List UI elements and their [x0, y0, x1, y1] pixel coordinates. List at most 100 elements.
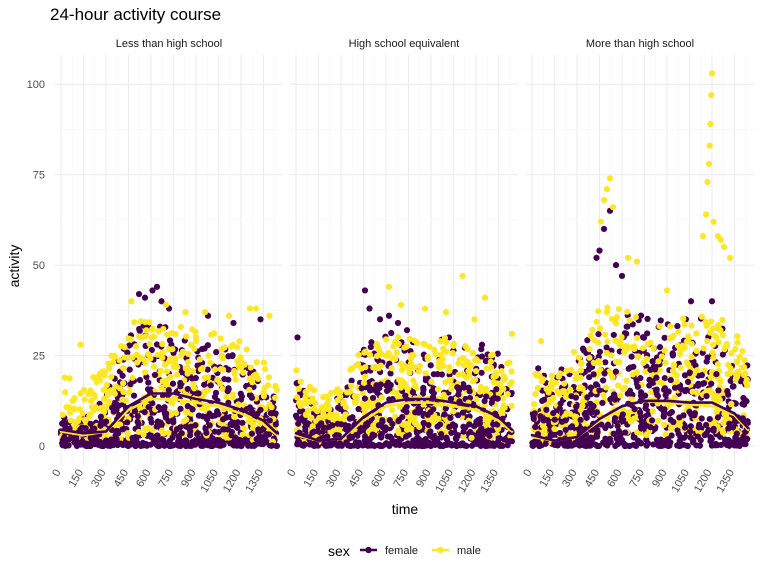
female-point: [404, 440, 412, 447]
female-point: [611, 415, 619, 422]
male-point: [163, 368, 171, 375]
male-point: [207, 359, 214, 366]
female-point: [248, 430, 256, 437]
female-point: [687, 423, 694, 430]
female-point: [537, 413, 544, 420]
male-point: [669, 367, 677, 375]
male-point: [297, 402, 304, 410]
female-point: [631, 406, 638, 413]
male-point: [302, 388, 309, 396]
female-point: [656, 344, 664, 351]
female-point: [234, 441, 241, 448]
male-point: [132, 343, 140, 350]
male-point: [623, 377, 630, 384]
female-point: [600, 377, 607, 384]
female-point: [145, 379, 152, 386]
male-point: [81, 396, 88, 403]
male-point: [131, 319, 138, 326]
female-point: [309, 429, 316, 436]
female-point: [562, 417, 569, 424]
male-point: [553, 388, 561, 395]
female-point: [412, 409, 419, 416]
female-point: [154, 432, 161, 439]
female-point: [651, 366, 659, 373]
male-point: [111, 352, 118, 359]
x-tick-label: 1050: [669, 468, 692, 495]
female-point: [119, 426, 126, 433]
female-point: [642, 405, 649, 412]
female-point: [676, 414, 683, 421]
male-point: [647, 339, 654, 346]
male-point: [719, 316, 726, 324]
male-point: [710, 395, 718, 402]
male-point: [223, 393, 230, 400]
female-point: [338, 421, 345, 428]
x-tick-label: 1200: [221, 468, 244, 495]
male-point: [128, 298, 135, 305]
x-axis-title: time: [392, 501, 419, 517]
male-point: [736, 353, 743, 361]
male-point: [719, 331, 727, 339]
male-point: [395, 429, 402, 437]
male-point: [142, 359, 149, 367]
male-point: [733, 358, 740, 365]
female-point: [361, 287, 369, 294]
female-point: [434, 371, 441, 378]
female-point: [165, 418, 172, 425]
female-point: [647, 366, 654, 373]
male-point: [191, 345, 198, 352]
male-point: [710, 354, 717, 362]
male-point: [508, 402, 515, 409]
male-point: [446, 364, 453, 371]
male-point: [143, 327, 150, 334]
male-point: [694, 390, 701, 397]
female-point: [669, 351, 676, 358]
male-point: [218, 346, 225, 353]
female-point: [234, 419, 241, 426]
female-point: [617, 432, 624, 439]
male-point: [136, 333, 143, 340]
female-point: [153, 283, 161, 290]
male-point: [603, 309, 611, 316]
female-point: [379, 417, 386, 424]
female-point: [686, 408, 693, 415]
male-point: [704, 178, 711, 185]
male-point: [101, 396, 108, 403]
male-point: [732, 376, 739, 383]
male-point: [261, 365, 269, 373]
female-point: [610, 430, 617, 437]
male-point: [141, 369, 149, 376]
male-point: [389, 406, 396, 414]
male-point: [488, 352, 495, 359]
female-point: [557, 400, 564, 407]
facet-strip-label: High school equivalent: [349, 38, 460, 50]
female-point: [732, 400, 739, 407]
male-point: [708, 70, 716, 77]
male-point: [219, 385, 226, 393]
female-point: [722, 436, 729, 443]
male-point: [393, 349, 400, 356]
female-point: [584, 337, 591, 344]
male-point: [310, 405, 318, 412]
male-point: [706, 329, 714, 336]
male-point: [273, 386, 281, 394]
female-point: [674, 323, 681, 330]
male-point: [720, 419, 727, 427]
female-point: [661, 334, 668, 341]
legend-title: sex: [328, 543, 350, 559]
male-point: [437, 338, 444, 345]
female-point: [216, 442, 223, 449]
male-point: [654, 417, 662, 424]
male-point: [249, 421, 257, 428]
female-point: [366, 387, 374, 394]
male-point: [388, 365, 395, 372]
female-point: [661, 385, 669, 392]
male-point: [295, 385, 302, 392]
male-point: [116, 357, 123, 364]
male-point: [416, 423, 423, 430]
female-point: [586, 374, 593, 381]
female-point: [112, 400, 119, 407]
female-point: [536, 442, 543, 450]
x-tick-label: 150: [538, 468, 558, 490]
